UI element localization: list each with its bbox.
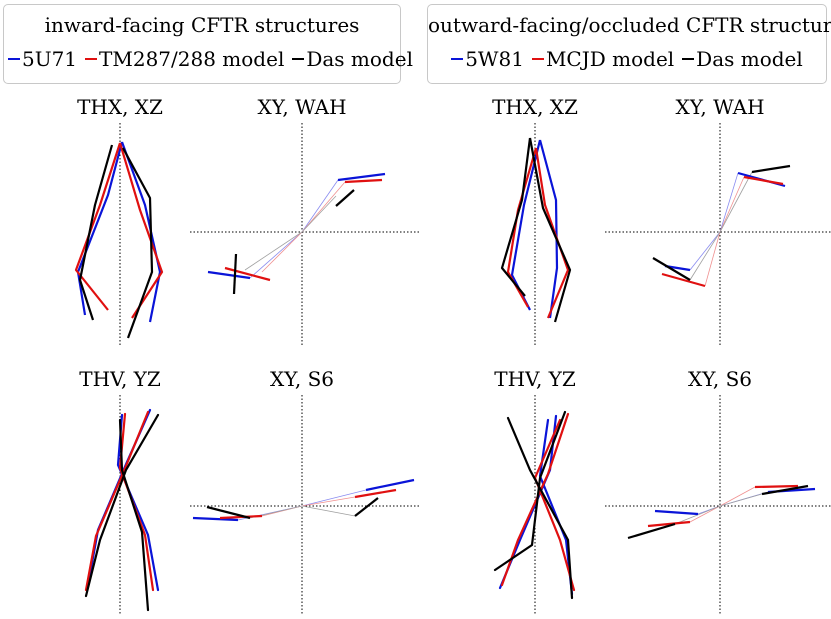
trace-5u71 — [86, 408, 152, 587]
segment-5u71 — [365, 478, 415, 492]
segment-das — [652, 257, 691, 281]
trace-das — [122, 147, 154, 339]
segment-das — [335, 189, 355, 207]
legend-swatch — [292, 57, 305, 60]
panel-title-inward-thx-xz: THX, XZ — [77, 95, 163, 119]
panel-inward-thx-xz — [74, 141, 164, 339]
trace-das — [84, 413, 160, 598]
panel-outward-xy-s6 — [627, 484, 816, 540]
panel-title-outward-thv-yz: THV, YZ — [494, 367, 576, 391]
legend-swatch — [451, 57, 464, 60]
connector-line — [689, 505, 721, 523]
legend-swatch — [8, 57, 20, 60]
trace-mcjd — [500, 412, 570, 587]
connector-line — [301, 179, 339, 233]
segment-mcjd — [754, 484, 799, 489]
segment-5w81 — [654, 509, 699, 516]
segment-tm287-288 — [224, 266, 271, 282]
trace-das — [78, 144, 114, 321]
axis-lines — [119, 123, 831, 615]
trace-das — [528, 137, 572, 323]
trace-5u71 — [116, 413, 160, 592]
legend-label: MCJD model — [545, 47, 675, 71]
segment-mcjd — [647, 520, 691, 528]
legend-title: inward-facing CFTR structures — [44, 13, 360, 37]
legend-swatch — [531, 57, 544, 60]
segment-das — [232, 253, 238, 295]
connector-line — [689, 231, 721, 281]
connector-line — [719, 171, 753, 233]
panel-outward-xy-wah — [652, 164, 791, 288]
trace-tm287-288 — [84, 410, 150, 592]
segment-mcjd — [743, 175, 784, 186]
trace-mcjd — [506, 147, 538, 308]
panel-title-outward-xy-s6: XY, S6 — [687, 367, 753, 391]
segment-das — [761, 484, 809, 496]
legend-entry-mcjd: MCJD model — [531, 47, 675, 71]
panel-title-inward-xy-wah: XY, WAH — [257, 95, 347, 119]
legend-label: 5W81 — [465, 47, 524, 71]
segment-tm287-288 — [219, 514, 263, 520]
segment-tm287-288 — [354, 488, 397, 499]
connector-line — [301, 496, 356, 507]
connector-line — [719, 172, 739, 233]
legend-label: 5U71 — [22, 47, 78, 71]
panel-inward-xy-s6 — [192, 478, 415, 522]
legend-entry-das: Das model — [292, 47, 413, 71]
legend-label: Das model — [306, 47, 413, 71]
trace-mcjd — [533, 418, 576, 592]
panel-title-outward-xy-wah: XY, WAH — [675, 95, 765, 119]
connector-line — [719, 486, 756, 507]
legend-label: TM287/288 model — [99, 47, 285, 71]
legend-label: Das model — [696, 47, 803, 71]
panel-outward-thv-yz — [493, 410, 576, 600]
segment-das — [751, 164, 791, 174]
panel-title-inward-thv-yz: THV, YZ — [79, 367, 161, 391]
panel-outward-thx-xz — [500, 137, 572, 323]
segment-tm287-288 — [344, 178, 383, 184]
segment-5u71 — [192, 516, 239, 522]
legend-entry-5u71: 5U71 — [8, 47, 77, 71]
segment-das — [627, 522, 676, 540]
trace-5w81 — [538, 139, 559, 319]
panel-title-outward-thx-xz: THX, XZ — [492, 95, 578, 119]
legend-outward: outward-facing/occluded CFTR structures … — [427, 4, 831, 84]
legend-title: outward-facing/occluded CFTR structures — [428, 13, 831, 37]
legend-inward: inward-facing CFTR structures 5U71 TM287/… — [3, 4, 413, 84]
segment-das — [354, 497, 379, 517]
connector-line — [704, 231, 721, 287]
panel-title-inward-xy-s6: XY, S6 — [269, 367, 335, 391]
legend-entries: 5W81 MCJD model Das model — [428, 47, 826, 71]
trace-das — [493, 410, 567, 572]
connector-line — [301, 489, 367, 507]
connector-line — [689, 231, 721, 271]
trace-5u71 — [120, 141, 162, 323]
trace-das — [118, 418, 150, 612]
segment-das — [206, 505, 251, 520]
connector-line — [301, 505, 356, 517]
trace-5u71 — [76, 141, 124, 316]
segment-mcjd — [661, 272, 706, 288]
segment-5u71 — [207, 270, 251, 280]
legend-entry-5w81: 5W81 — [451, 47, 524, 71]
legend-entry-tm287-288: TM287/288 model — [85, 47, 284, 71]
connector-line — [301, 181, 346, 233]
connector-line — [301, 195, 337, 233]
legend-entries: 5U71 TM287/288 model Das model — [4, 47, 413, 71]
panel-inward-xy-wah — [207, 172, 386, 295]
connector-line — [261, 231, 303, 273]
legend-swatch — [682, 57, 695, 60]
trace-das — [500, 137, 532, 297]
segment-5u71 — [337, 172, 386, 182]
connector-line — [719, 176, 745, 233]
connector-line — [244, 231, 303, 271]
panel-inward-thv-yz — [84, 408, 160, 612]
legend-entry-das: Das model — [682, 47, 803, 71]
connector-line — [249, 231, 303, 279]
trace-das — [506, 416, 574, 600]
legend-swatch — [85, 57, 98, 60]
connector-line — [719, 493, 763, 507]
